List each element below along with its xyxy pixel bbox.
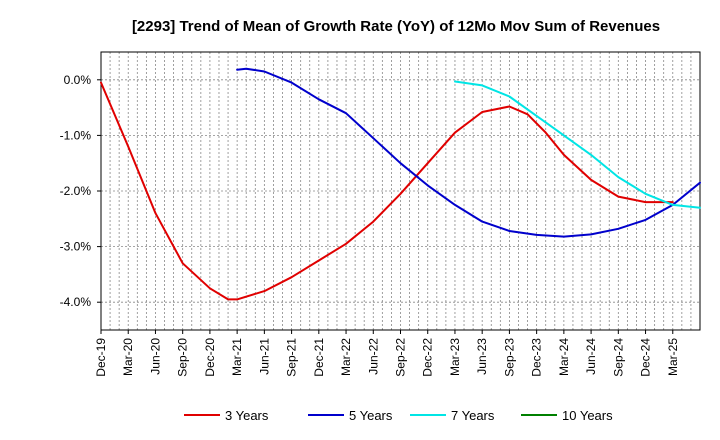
- plot-area: [100, 51, 701, 331]
- x-tick-label: Sep-23: [502, 338, 516, 377]
- x-tick-label: Dec-20: [203, 338, 217, 377]
- x-tick-label: Mar-23: [448, 338, 462, 376]
- x-tick-label: Dec-24: [639, 338, 653, 377]
- x-tick-label: Mar-21: [230, 338, 244, 376]
- y-tick-label: -3.0%: [60, 240, 92, 254]
- x-tick-label: Mar-25: [666, 338, 680, 376]
- y-tick-label: -4.0%: [60, 295, 92, 309]
- x-tick-label: Mar-24: [557, 338, 571, 376]
- series-line-7-years: [454, 80, 701, 209]
- chart-title: [2293] Trend of Mean of Growth Rate (YoY…: [132, 18, 660, 35]
- x-tick-label: Sep-24: [611, 338, 625, 377]
- x-tick-label: Sep-22: [394, 338, 408, 377]
- y-tick-label: -1.0%: [60, 128, 92, 142]
- x-tick-label: Jun-23: [475, 338, 489, 375]
- legend-label: 5 Years: [349, 408, 393, 423]
- x-tick-label: Sep-20: [176, 338, 190, 377]
- y-tick-label: -2.0%: [60, 184, 92, 198]
- x-tick-label: Dec-23: [530, 338, 544, 377]
- y-tick-label: 0.0%: [64, 73, 92, 87]
- x-tick-label: Mar-20: [121, 338, 135, 376]
- x-tick-label: Jun-20: [148, 338, 162, 375]
- x-axis: Dec-19 Mar-20 Jun-20 Sep-20 Dec-20 Mar-21 Jun-…: [94, 330, 680, 377]
- legend-label: 7 Years: [451, 408, 495, 423]
- x-tick-label: Jun-21: [257, 338, 271, 375]
- y-axis: 0.0% -1.0% -2.0% -3.0% -4.0%: [60, 73, 101, 309]
- x-tick-label: Dec-19: [94, 338, 108, 377]
- x-tick-label: Dec-22: [421, 338, 435, 377]
- x-tick-label: Sep-21: [285, 338, 299, 377]
- x-tick-label: Mar-22: [339, 338, 353, 376]
- legend-label: 3 Years: [225, 408, 269, 423]
- legend-label: 10 Years: [562, 408, 613, 423]
- series-line-3-years: [100, 81, 674, 301]
- x-tick-label: Jun-22: [366, 338, 380, 375]
- legend: 3 Years 5 Years 7 Years 10 Years: [184, 408, 613, 423]
- x-tick-label: Jun-24: [584, 338, 598, 375]
- series-group: [100, 67, 701, 301]
- x-tick-label: Dec-21: [312, 338, 326, 377]
- series-line-5-years: [236, 67, 701, 238]
